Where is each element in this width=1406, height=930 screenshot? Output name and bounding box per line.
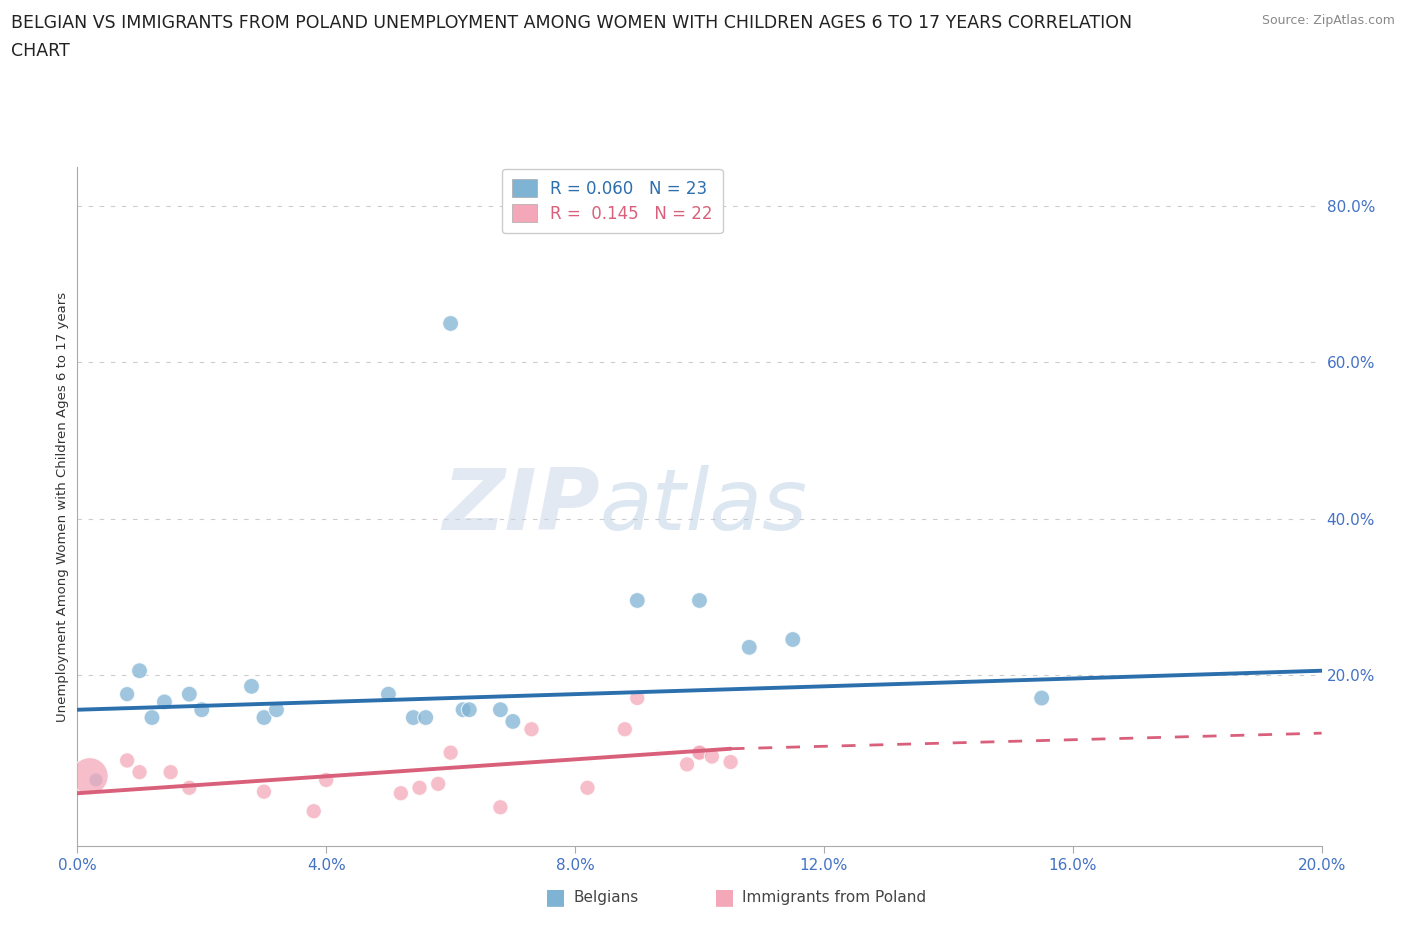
Text: Source: ZipAtlas.com: Source: ZipAtlas.com xyxy=(1261,14,1395,27)
Point xyxy=(408,780,430,795)
Text: atlas: atlas xyxy=(600,465,808,549)
Point xyxy=(502,714,524,729)
Point xyxy=(377,686,399,701)
Point xyxy=(115,753,138,768)
Point xyxy=(626,593,648,608)
Text: BELGIAN VS IMMIGRANTS FROM POLAND UNEMPLOYMENT AMONG WOMEN WITH CHILDREN AGES 6 : BELGIAN VS IMMIGRANTS FROM POLAND UNEMPL… xyxy=(11,14,1132,32)
Point xyxy=(402,711,425,725)
Point xyxy=(489,800,512,815)
Text: CHART: CHART xyxy=(11,42,70,60)
Point xyxy=(576,780,599,795)
Point xyxy=(689,593,711,608)
Point xyxy=(626,691,648,706)
Point xyxy=(427,777,450,791)
Legend: R = 0.060   N = 23, R =  0.145   N = 22: R = 0.060 N = 23, R = 0.145 N = 22 xyxy=(502,169,723,232)
Point xyxy=(240,679,263,694)
Point xyxy=(128,764,150,779)
Text: ■: ■ xyxy=(714,887,734,908)
Point xyxy=(451,702,474,717)
Point xyxy=(613,722,636,737)
Point xyxy=(159,764,181,779)
Point xyxy=(253,784,276,799)
Point xyxy=(738,640,761,655)
Point xyxy=(415,711,437,725)
Point xyxy=(489,702,512,717)
Point xyxy=(266,702,288,717)
Point xyxy=(1031,691,1053,706)
Point xyxy=(253,711,276,725)
Point xyxy=(700,750,723,764)
Point xyxy=(389,786,412,801)
Point xyxy=(689,745,711,760)
Point xyxy=(720,754,742,769)
Point xyxy=(440,316,463,331)
Point xyxy=(520,722,543,737)
Point xyxy=(440,745,463,760)
Point xyxy=(689,745,711,760)
Point xyxy=(315,773,337,788)
Point xyxy=(782,632,804,647)
Point xyxy=(153,695,176,710)
Point xyxy=(115,686,138,701)
Point xyxy=(302,804,325,818)
Point xyxy=(128,663,150,678)
Text: ■: ■ xyxy=(546,887,565,908)
Point xyxy=(84,773,107,788)
Point xyxy=(179,686,201,701)
Y-axis label: Unemployment Among Women with Children Ages 6 to 17 years: Unemployment Among Women with Children A… xyxy=(56,292,69,722)
Point xyxy=(676,757,699,772)
Point xyxy=(79,768,101,783)
Text: Immigrants from Poland: Immigrants from Poland xyxy=(742,890,927,905)
Point xyxy=(191,702,214,717)
Text: ZIP: ZIP xyxy=(443,465,600,549)
Point xyxy=(141,711,163,725)
Point xyxy=(179,780,201,795)
Text: Belgians: Belgians xyxy=(574,890,638,905)
Point xyxy=(458,702,481,717)
